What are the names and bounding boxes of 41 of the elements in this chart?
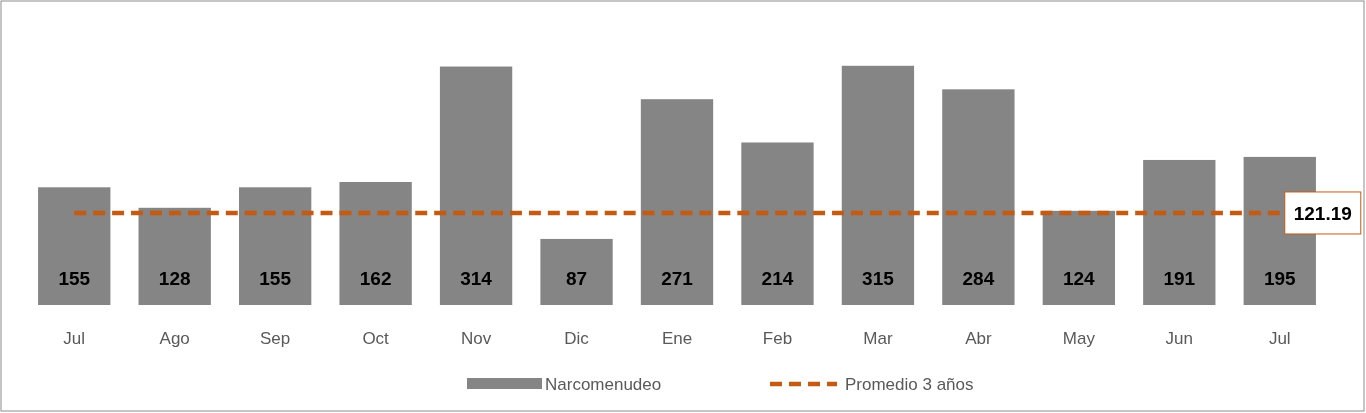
data-label: 155 xyxy=(259,268,292,289)
x-tick-label: Sep xyxy=(260,329,291,348)
data-label: 195 xyxy=(1263,268,1297,289)
x-tick-label: Jul xyxy=(63,329,86,348)
x-tick-label: Dic xyxy=(564,329,590,348)
data-label: 315 xyxy=(862,268,895,289)
legend-label: Promedio 3 años xyxy=(845,375,974,394)
data-label: 124 xyxy=(1062,268,1096,289)
x-tick-label: Nov xyxy=(460,329,492,348)
data-label: 162 xyxy=(359,268,392,289)
x-tick-label: Ene xyxy=(661,329,693,348)
x-tick-label: May xyxy=(1062,329,1096,348)
x-tick-label: Abr xyxy=(965,329,992,348)
bar xyxy=(841,65,915,305)
data-label: 214 xyxy=(761,268,794,289)
data-label: 284 xyxy=(962,268,995,289)
data-label: 87 xyxy=(565,268,588,289)
x-tick-label: Feb xyxy=(762,329,793,348)
bar xyxy=(238,187,312,305)
bar xyxy=(942,89,1015,305)
data-label: 271 xyxy=(661,268,694,289)
data-label: 314 xyxy=(460,268,493,289)
bar xyxy=(640,99,714,305)
bar xyxy=(741,142,814,305)
bar xyxy=(1143,159,1216,305)
bar xyxy=(138,207,211,305)
data-label: 121.19 xyxy=(1293,202,1352,224)
data-label: 155 xyxy=(58,268,91,289)
x-tick-label: Mar xyxy=(863,329,893,348)
bar xyxy=(439,66,513,305)
bar xyxy=(339,181,412,305)
data-label: 191 xyxy=(1163,268,1196,289)
legend-label: Narcomenudeo xyxy=(545,375,662,394)
data-label: 128 xyxy=(158,268,191,289)
bar xyxy=(38,187,111,305)
x-tick-label: Jul xyxy=(1268,329,1291,348)
bar xyxy=(540,238,613,305)
bar xyxy=(1042,210,1116,305)
x-tick-label: Oct xyxy=(362,329,390,348)
x-tick-label: Jun xyxy=(1165,329,1194,348)
x-tick-label: Ago xyxy=(159,329,190,348)
